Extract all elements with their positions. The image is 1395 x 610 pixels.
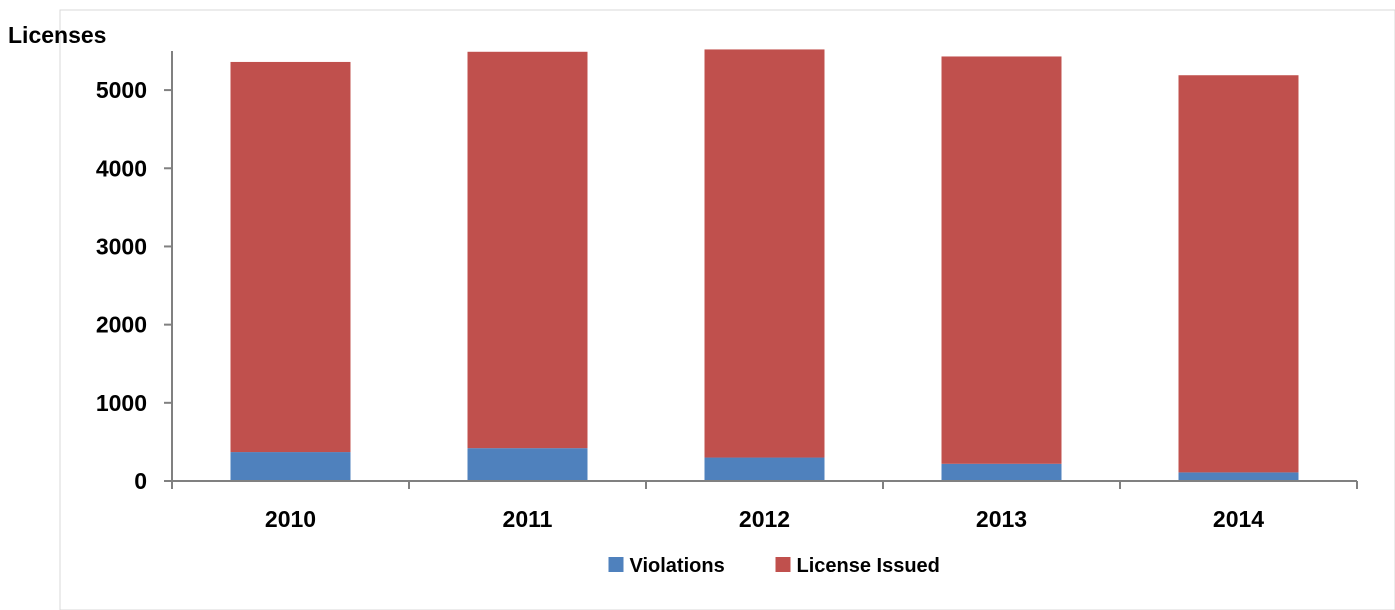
y-tick-label: 5000 xyxy=(96,77,147,103)
bar-violations-2014 xyxy=(1178,472,1299,481)
legend-label-license-issued: License Issued xyxy=(797,555,940,577)
x-tick-label: 2010 xyxy=(265,506,316,532)
bar-license-issued-2010 xyxy=(230,61,351,453)
bar-license-issued-2014 xyxy=(1178,75,1299,473)
y-tick-label: 3000 xyxy=(96,233,147,259)
plot-area: 0 1000 2000 3000 4000 5000 2010 2011 2012 2013 201… xyxy=(96,49,1358,532)
bar-violations-2013 xyxy=(941,463,1062,481)
bar-license-issued-2011 xyxy=(467,51,588,449)
legend-label-violations: Violations xyxy=(630,555,725,577)
y-tick-label: 1000 xyxy=(96,390,147,416)
bar-license-issued-2012 xyxy=(704,49,825,458)
y-tick-label: 2000 xyxy=(96,312,147,338)
x-tick-label: 2014 xyxy=(1213,506,1264,532)
x-tick-label: 2012 xyxy=(739,506,790,532)
bar-violations-2012 xyxy=(704,457,825,481)
bar-violations-2011 xyxy=(467,448,588,481)
x-tick-label: 2013 xyxy=(976,506,1027,532)
bar-violations-2010 xyxy=(230,452,351,481)
y-tick-label: 4000 xyxy=(96,155,147,181)
y-tick-label: 0 xyxy=(134,468,147,494)
y-axis-title: Licenses xyxy=(8,22,106,48)
legend: Violations License Issued xyxy=(608,555,940,577)
legend-swatch-violations xyxy=(608,557,624,572)
legend-swatch-license-issued xyxy=(775,557,791,572)
bar-license-issued-2013 xyxy=(941,56,1062,464)
x-tick-label: 2011 xyxy=(503,506,553,532)
